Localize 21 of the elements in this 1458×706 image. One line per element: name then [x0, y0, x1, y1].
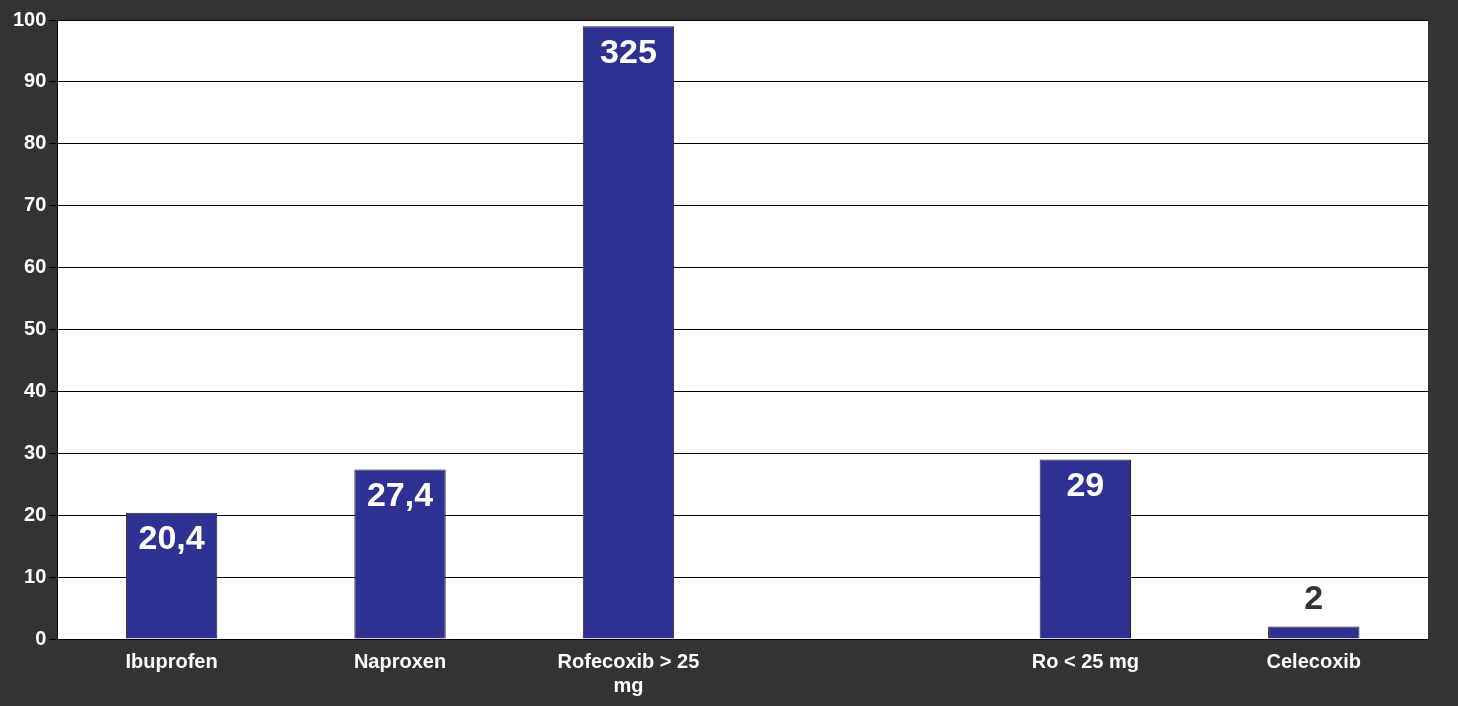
y-tick-label: 60 [24, 255, 47, 278]
y-tick-label: 100 [12, 7, 47, 30]
y-tick-label: 20 [24, 502, 47, 525]
text: 29 [1066, 464, 1105, 503]
x-tick-label: Celecoxib [1266, 649, 1362, 672]
y-tick-label: 80 [24, 131, 47, 154]
x-tick-label: Naproxen [353, 649, 447, 672]
text: 20,4 [138, 518, 205, 557]
y-tick-label: 70 [24, 193, 47, 216]
text: 27,4 [366, 474, 434, 513]
y-tick-label: 90 [24, 69, 47, 92]
x-tick-label: Ro < 25 mg [1031, 649, 1139, 672]
y-tick-label: 10 [24, 564, 47, 587]
text: 2 [1304, 577, 1324, 616]
y-tick-label: 30 [24, 440, 47, 463]
y-tick-label: 40 [24, 378, 47, 401]
y-tick-label: 50 [24, 317, 47, 340]
text: 325 [600, 31, 657, 70]
x-tick-label: Rofecoxib > 25 mg [557, 649, 700, 696]
y-tick-label: 0 [35, 626, 47, 649]
x-tick-label: Ibuprofen [125, 649, 218, 672]
